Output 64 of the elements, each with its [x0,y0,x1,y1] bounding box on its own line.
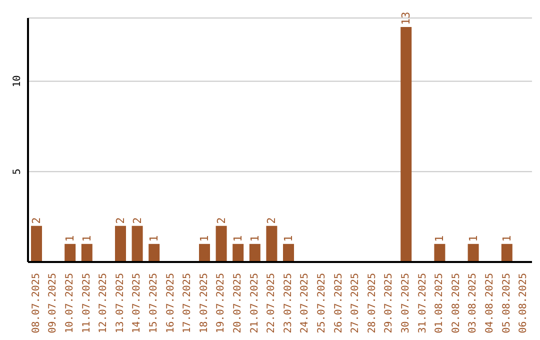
x-tick-label: 05.08.2025 [501,273,512,334]
x-tick-label: 29.07.2025 [384,273,395,334]
x-tick-label: 21.07.2025 [249,273,260,334]
x-tick-label: 28.07.2025 [366,273,378,334]
data-label: 1 [433,235,446,242]
bar [249,244,260,262]
x-tick-label: 10.07.2025 [64,273,76,334]
bar [31,226,42,262]
bar [266,226,278,262]
x-tick-label: 16.07.2025 [165,273,176,334]
x-tick-label: 06.08.2025 [518,273,530,334]
bar [115,226,126,262]
y-tick-label: 5 [12,168,23,175]
x-tick-label: 24.07.2025 [300,273,311,334]
bar [468,244,479,262]
data-label: 1 [500,235,514,242]
x-tick-label: 31.07.2025 [417,273,428,334]
data-label: 2 [265,217,278,224]
data-label: 2 [130,217,144,224]
x-tick-label: 08.07.2025 [30,273,42,334]
data-label: 1 [466,235,480,242]
bar [148,244,160,262]
bar [216,226,227,262]
bar [199,244,210,262]
x-tick-label: 17.07.2025 [182,273,194,334]
y-tick-label: 10 [12,75,23,88]
x-tick-label: 25.07.2025 [316,273,328,334]
data-label: 1 [80,235,94,242]
x-tick-label: 03.08.2025 [468,273,479,334]
x-tick-label: 19.07.2025 [216,273,227,334]
x-tick-label: 02.08.2025 [450,273,462,334]
data-label: 1 [148,235,161,242]
bar [64,244,76,262]
x-tick-label: 18.07.2025 [198,273,210,334]
data-label: 1 [198,235,211,242]
x-tick-label: 15.07.2025 [148,273,160,334]
data-label: 13 [400,12,413,26]
x-tick-label: 12.07.2025 [98,273,110,334]
x-tick-label: 09.07.2025 [48,273,59,334]
bar [283,244,294,262]
x-tick-label: 30.07.2025 [400,273,412,334]
x-tick-label: 23.07.2025 [282,273,294,334]
data-label: 2 [114,217,127,224]
data-label: 2 [214,217,228,224]
bar [132,226,143,262]
bar [232,244,244,262]
bar [501,244,512,262]
bar [400,27,412,262]
x-tick-label: 11.07.2025 [81,273,92,334]
bar [434,244,446,262]
data-label: 1 [232,235,245,242]
bar [81,244,92,262]
x-tick-label: 14.07.2025 [132,273,143,334]
x-tick-label: 27.07.2025 [350,273,362,334]
data-label: 2 [30,217,43,224]
data-label: 1 [282,235,295,242]
x-tick-label: 01.08.2025 [434,273,446,334]
x-tick-label: 04.08.2025 [484,273,496,334]
data-label: 1 [64,235,77,242]
x-tick-label: 20.07.2025 [232,273,244,334]
x-tick-label: 13.07.2025 [114,273,126,334]
x-tick-label: 26.07.2025 [333,273,344,334]
x-tick-label: 22.07.2025 [266,273,278,334]
data-label: 1 [248,235,262,242]
